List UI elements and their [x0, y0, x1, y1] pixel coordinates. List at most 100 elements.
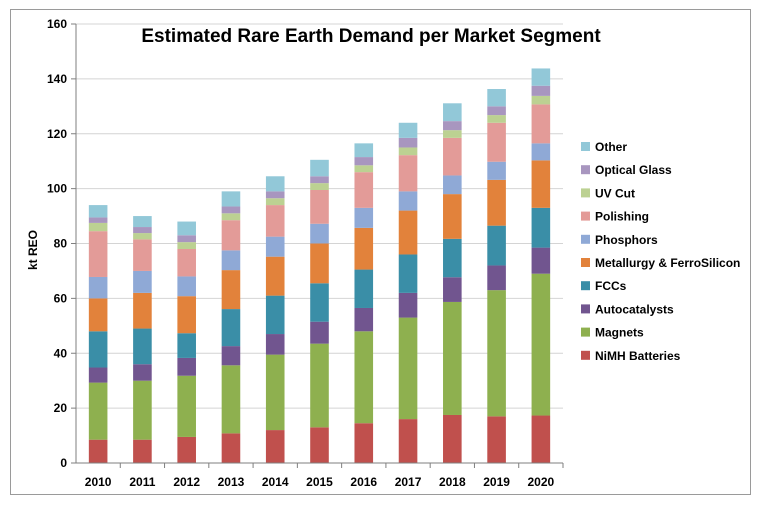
bar-segment	[531, 143, 551, 161]
bar-segment	[354, 269, 374, 308]
bar-segment	[398, 317, 418, 420]
y-tick-label: 60	[54, 291, 68, 305]
bar-segment	[265, 205, 285, 237]
bar-segment	[310, 183, 329, 190]
bar-segment	[443, 130, 462, 138]
bar-segment	[221, 270, 241, 310]
bar-segment	[531, 247, 551, 274]
bar-segment	[443, 103, 462, 122]
bar-segment	[443, 137, 462, 176]
bar-segment	[487, 122, 506, 162]
bar-segment	[398, 292, 418, 318]
bar-segment	[177, 333, 196, 358]
bar-segment	[310, 159, 329, 177]
bar-segment	[443, 175, 462, 195]
bar-segment	[221, 346, 241, 366]
y-tick-label: 20	[54, 401, 68, 415]
bar-segment	[531, 207, 551, 248]
legend-label: Optical Glass	[595, 163, 672, 177]
bar-segment	[354, 143, 374, 158]
bar-segment	[487, 115, 506, 123]
x-tick-label: 2020	[528, 475, 555, 489]
bar-segment	[88, 231, 108, 277]
bar-segment	[487, 179, 506, 226]
bar-segment	[177, 276, 196, 297]
bar-segment	[177, 296, 196, 334]
bar-segment	[310, 321, 329, 344]
bar-segment	[310, 343, 329, 428]
y-tick-label: 40	[54, 346, 68, 360]
legend-label: Metallurgy & FerroSilicon	[595, 256, 740, 270]
x-tick-label: 2013	[218, 475, 245, 489]
bar-segment	[531, 104, 551, 144]
bars	[88, 68, 551, 463]
y-tick-label: 140	[47, 72, 67, 86]
legend-label: Polishing	[595, 210, 649, 224]
bar-segment	[177, 221, 196, 236]
bar-segment	[177, 242, 196, 249]
bar-segment	[398, 210, 418, 255]
bar-segment	[531, 95, 551, 105]
bar-segment	[88, 331, 108, 368]
bar-segment	[354, 157, 374, 166]
bar-segment	[310, 283, 329, 322]
legend: Other Optical Glass UV Cut Polishing Phospho…	[581, 140, 740, 363]
bar-segment	[443, 194, 462, 239]
bar-segment	[133, 233, 152, 240]
legend-label: Phosphors	[595, 233, 658, 247]
legend-item: Metallurgy & FerroSilicon	[581, 256, 740, 270]
bar-segment	[443, 277, 462, 302]
bar-segment	[221, 309, 241, 347]
legend-swatch	[581, 304, 590, 314]
bar-segment	[487, 89, 506, 107]
bar-segment	[531, 273, 551, 416]
bar-segment	[265, 430, 285, 463]
bar-segment	[133, 439, 152, 463]
bar-segment	[531, 68, 551, 86]
legend-swatch	[581, 234, 590, 244]
bar-segment	[354, 165, 374, 173]
legend-label: UV Cut	[595, 186, 635, 200]
axes: 0 20 40 60 80 100 120 140 160 2010 2011 2012 2013 201…	[47, 17, 564, 489]
legend-item: Magnets	[581, 326, 644, 340]
legend-swatch	[581, 211, 590, 221]
y-tick-label: 100	[47, 182, 67, 196]
legend-label: Magnets	[595, 326, 644, 340]
bar-segment	[487, 290, 506, 417]
bar-segment	[398, 191, 418, 211]
bar-segment	[221, 365, 241, 434]
y-tick-label: 120	[47, 127, 67, 141]
bar-segment	[487, 416, 506, 463]
legend-swatch	[581, 327, 590, 337]
bar-segment	[310, 427, 329, 463]
bar-segment	[398, 147, 418, 156]
bar-segment	[310, 243, 329, 284]
legend-swatch	[581, 142, 590, 151]
bar-segment	[88, 276, 108, 299]
x-tick-label: 2011	[129, 475, 155, 489]
legend-item: Other	[581, 140, 627, 154]
y-tick-label: 80	[54, 237, 68, 251]
legend-item: Phosphors	[581, 233, 658, 247]
bar-segment	[354, 423, 374, 463]
y-tick-label: 160	[47, 17, 67, 31]
bar-segment	[221, 191, 241, 207]
bar-segment	[443, 238, 462, 278]
legend-item: UV Cut	[581, 186, 635, 200]
x-tick-label: 2018	[439, 475, 466, 489]
bar-segment	[310, 176, 329, 184]
bar-segment	[487, 225, 506, 266]
bar-segment	[177, 357, 196, 376]
bar-segment	[354, 207, 374, 228]
bar-segment	[265, 295, 285, 335]
x-tick-label: 2010	[85, 475, 112, 489]
bar-segment	[265, 176, 285, 192]
bar-segment	[177, 436, 196, 463]
bar-segment	[398, 122, 418, 138]
bar-segment	[177, 375, 196, 437]
bar-segment	[133, 328, 152, 365]
x-tick-label: 2019	[483, 475, 510, 489]
bar-segment	[354, 227, 374, 270]
bar-segment	[354, 172, 374, 208]
bar-segment	[398, 419, 418, 463]
